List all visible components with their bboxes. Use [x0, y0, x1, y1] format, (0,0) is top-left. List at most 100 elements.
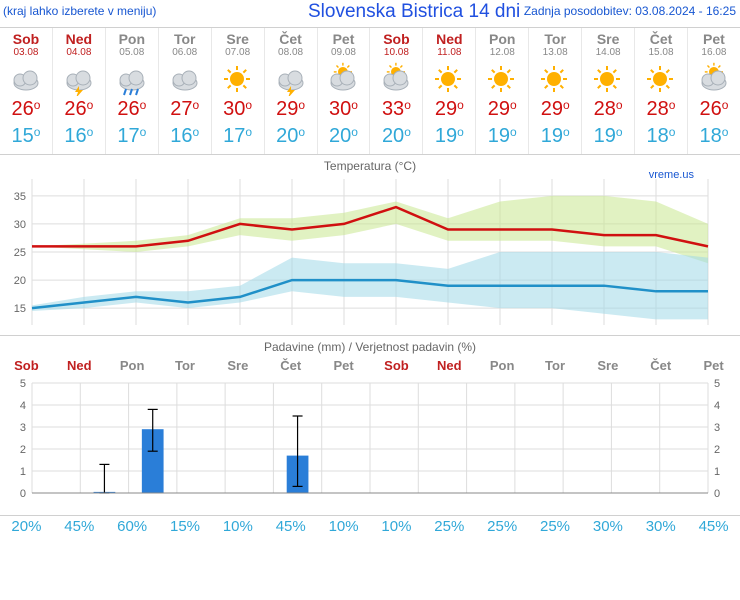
precip-percent: 10% [211, 516, 264, 537]
precip-percent: 25% [529, 516, 582, 537]
temp-low: 17o [212, 125, 264, 148]
day-of-week: Ned [423, 31, 475, 47]
precip-percent: 10% [370, 516, 423, 537]
precip-chart-title: Padavine (mm) / Verjetnost padavin (%) [0, 340, 740, 354]
day-column: Čet15.0828o18o [635, 28, 688, 154]
svg-text:4: 4 [714, 400, 720, 412]
svg-text:20: 20 [14, 275, 26, 287]
weather-icon [106, 62, 158, 96]
temp-high: 26o [53, 98, 105, 121]
weather-icon [0, 62, 52, 96]
temp-low: 18o [635, 125, 687, 148]
precip-day-label: Ned [53, 354, 106, 375]
svg-text:5: 5 [714, 378, 720, 390]
precip-day-label: Sob [0, 354, 53, 375]
day-column: Pet09.0830o20o [318, 28, 371, 154]
temp-high: 29o [265, 98, 317, 121]
precip-percent: 10% [317, 516, 370, 537]
temp-high: 26o [688, 98, 740, 121]
weather-icon [318, 62, 370, 96]
precip-day-label: Sob [370, 354, 423, 375]
day-of-week: Sre [212, 31, 264, 47]
forecast-strip: Sob03.0826o15oNed04.0826o16oPon05.0826o1… [0, 28, 740, 155]
temp-low: 15o [0, 125, 52, 148]
svg-text:0: 0 [20, 488, 26, 500]
svg-text:15: 15 [14, 303, 26, 315]
day-column: Tor13.08 29o 19o [529, 28, 582, 154]
day-of-week: Pon [476, 31, 528, 47]
day-column: Čet08.0829o20o [265, 28, 318, 154]
day-column: Sob03.0826o15o [0, 28, 53, 154]
day-of-week: Sob [370, 31, 422, 47]
precip-percent: 25% [423, 516, 476, 537]
precip-day-label: Tor [159, 354, 212, 375]
day-column: Sre07.08 30o 17o [212, 28, 265, 154]
precip-day-label: Ned [423, 354, 476, 375]
day-date: 08.08 [265, 47, 317, 58]
weather-icon [688, 62, 740, 96]
weather-icon [212, 62, 264, 96]
day-of-week: Sob [0, 31, 52, 47]
day-column: Ned04.0826o16o [53, 28, 106, 154]
precip-percent: 45% [264, 516, 317, 537]
svg-text:1: 1 [714, 466, 720, 478]
temp-high: 30o [212, 98, 264, 121]
precip-percent: 25% [476, 516, 529, 537]
page-title: Slovenska Bistrica 14 dni [308, 1, 520, 23]
temp-high: 29o [529, 98, 581, 121]
temp-low: 16o [53, 125, 105, 148]
day-of-week: Pet [318, 31, 370, 47]
watermark: vreme.us [649, 169, 694, 181]
day-date: 14.08 [582, 47, 634, 58]
precip-percent: 20% [0, 516, 53, 537]
day-of-week: Tor [529, 31, 581, 47]
day-date: 13.08 [529, 47, 581, 58]
day-date: 16.08 [688, 47, 740, 58]
day-date: 07.08 [212, 47, 264, 58]
day-date: 10.08 [370, 47, 422, 58]
day-date: 05.08 [106, 47, 158, 58]
precip-percent-row: 20%45%60%15%10%45%10%10%25%25%25%30%30%4… [0, 516, 740, 537]
svg-text:2: 2 [714, 444, 720, 456]
svg-text:35: 35 [14, 191, 26, 203]
svg-text:0: 0 [714, 488, 720, 500]
day-column: Tor06.0827o16o [159, 28, 212, 154]
day-date: 09.08 [318, 47, 370, 58]
precip-day-label: Pet [317, 354, 370, 375]
precip-day-label: Pon [106, 354, 159, 375]
day-date: 11.08 [423, 47, 475, 58]
svg-text:3: 3 [20, 422, 26, 434]
temp-low: 19o [476, 125, 528, 148]
svg-text:3: 3 [714, 422, 720, 434]
temp-high: 26o [106, 98, 158, 121]
day-of-week: Ned [53, 31, 105, 47]
weather-icon [582, 62, 634, 96]
day-column: Sre14.0828o19o [582, 28, 635, 154]
precip-percent: 45% [53, 516, 106, 537]
day-date: 06.08 [159, 47, 211, 58]
precip-day-label: Pet [687, 354, 740, 375]
precip-day-label: Čet [264, 354, 317, 375]
weather-icon [370, 62, 422, 96]
day-of-week: Pet [688, 31, 740, 47]
day-date: 12.08 [476, 47, 528, 58]
temp-high: 27o [159, 98, 211, 121]
temp-low: 19o [582, 125, 634, 148]
day-date: 03.08 [0, 47, 52, 58]
precip-percent: 15% [159, 516, 212, 537]
svg-text:4: 4 [20, 400, 26, 412]
temperature-chart: Temperatura (°C) 1520253035vreme.us [0, 155, 740, 336]
temp-low: 20o [370, 125, 422, 148]
day-of-week: Tor [159, 31, 211, 47]
last-updated: Zadnja posodobitev: 03.08.2024 - 16:25 [524, 4, 736, 18]
temp-high: 33o [370, 98, 422, 121]
temp-low: 19o [529, 125, 581, 148]
day-column: Sob10.08 33o 20o [370, 28, 423, 154]
temp-low: 19o [423, 125, 475, 148]
day-column: Pet16.0826o18o [688, 28, 740, 154]
weather-icon [265, 62, 317, 96]
svg-text:2: 2 [20, 444, 26, 456]
header-bar: (kraj lahko izberete v meniju) Slovenska… [0, 0, 740, 28]
svg-text:5: 5 [20, 378, 26, 390]
precip-day-label: Tor [529, 354, 582, 375]
